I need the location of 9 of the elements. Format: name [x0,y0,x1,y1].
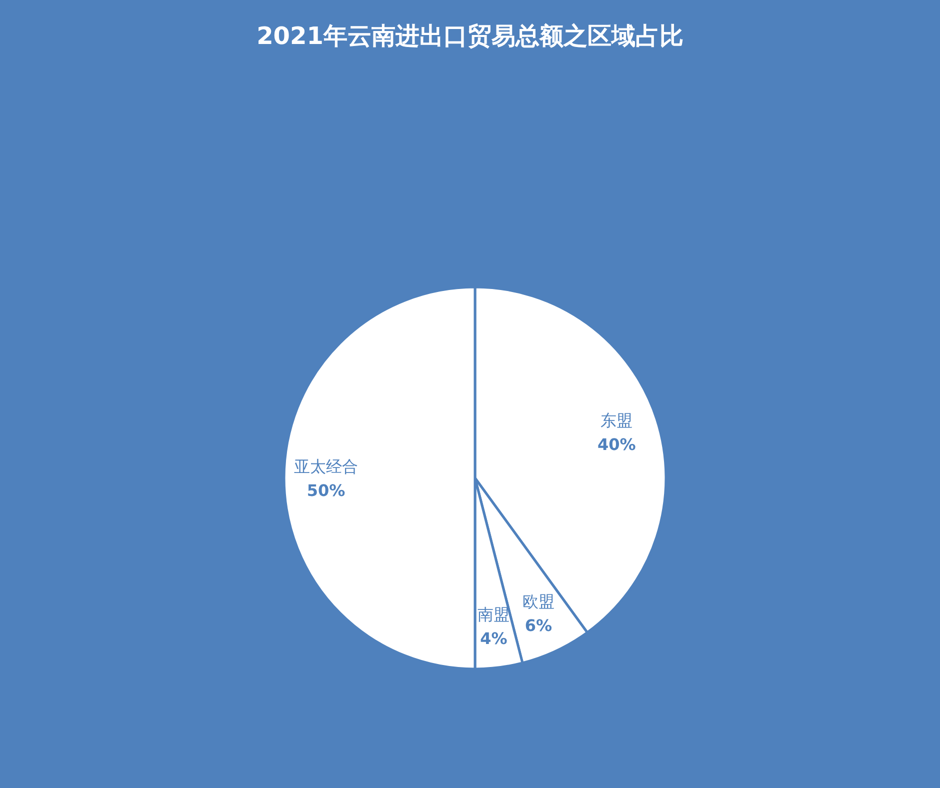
chart-title: 2021年云南进出口贸易总额之区域占比 [256,22,684,50]
slice-label: 东盟 [600,410,633,430]
slice-label: 欧盟 [522,592,554,611]
data-label: 6% [524,616,552,635]
data-label: 4% [480,628,508,648]
data-label: 50% [306,481,346,500]
data-label: 40% [598,434,636,454]
slice-label: 亚太经合 [294,457,358,476]
slice-label: 南盟 [478,604,510,624]
